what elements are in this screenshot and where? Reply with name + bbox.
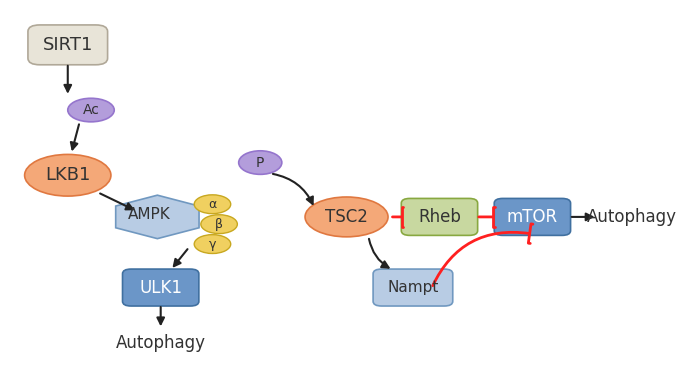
Text: LKB1: LKB1 [45, 166, 90, 184]
Text: β: β [215, 218, 223, 231]
Text: γ: γ [209, 238, 216, 251]
Text: P: P [256, 155, 264, 170]
Text: Autophagy: Autophagy [587, 208, 677, 226]
Text: Ac: Ac [83, 103, 99, 117]
FancyBboxPatch shape [28, 25, 108, 65]
Ellipse shape [25, 154, 111, 196]
Text: mTOR: mTOR [507, 208, 558, 226]
Ellipse shape [195, 195, 231, 214]
Text: Autophagy: Autophagy [116, 334, 206, 351]
Ellipse shape [195, 235, 231, 254]
FancyBboxPatch shape [123, 269, 199, 306]
Ellipse shape [68, 98, 114, 122]
Ellipse shape [238, 151, 282, 174]
FancyBboxPatch shape [495, 199, 571, 235]
Text: Nampt: Nampt [387, 280, 438, 295]
Text: ULK1: ULK1 [139, 278, 182, 296]
Text: α: α [208, 198, 216, 211]
FancyBboxPatch shape [373, 269, 453, 306]
Ellipse shape [201, 215, 238, 234]
Text: TSC2: TSC2 [325, 208, 368, 226]
Polygon shape [116, 195, 199, 239]
Text: Rheb: Rheb [418, 208, 461, 226]
Text: SIRT1: SIRT1 [42, 36, 93, 54]
FancyBboxPatch shape [401, 199, 477, 235]
Text: AMPK: AMPK [128, 207, 171, 222]
Ellipse shape [305, 197, 388, 237]
